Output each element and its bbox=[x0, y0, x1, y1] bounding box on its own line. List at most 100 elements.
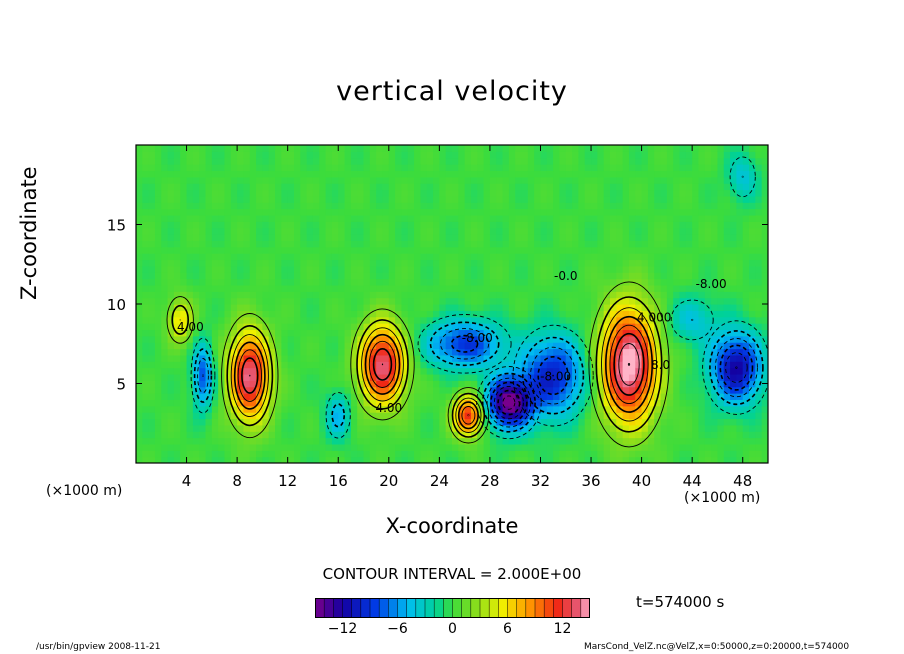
heat-cell bbox=[268, 316, 276, 324]
heat-cell bbox=[704, 176, 712, 184]
heat-cell bbox=[142, 450, 150, 458]
heat-cell bbox=[565, 380, 573, 388]
heat-cell bbox=[167, 176, 175, 184]
heat-cell bbox=[281, 145, 289, 152]
heat-cell bbox=[439, 145, 447, 152]
heat-cell bbox=[319, 399, 327, 407]
heat-cell bbox=[489, 361, 497, 369]
heat-cell bbox=[641, 367, 649, 375]
heat-cell bbox=[711, 386, 719, 394]
heat-cell bbox=[534, 157, 542, 165]
heat-cell bbox=[445, 202, 453, 210]
heat-cell bbox=[420, 170, 428, 178]
heat-cell bbox=[508, 170, 516, 178]
heat-cell bbox=[136, 335, 143, 343]
heat-cell bbox=[685, 335, 693, 343]
heat-cell bbox=[717, 335, 725, 343]
heat-cell bbox=[603, 240, 611, 248]
heat-cell bbox=[452, 373, 459, 381]
heat-cell bbox=[294, 284, 301, 292]
heat-cell bbox=[578, 221, 586, 229]
heat-cell bbox=[698, 335, 706, 343]
heat-cell bbox=[572, 424, 579, 432]
heat-cell bbox=[477, 157, 485, 165]
heat-cell bbox=[268, 412, 276, 420]
heat-cell bbox=[692, 329, 700, 337]
heat-cell bbox=[237, 437, 245, 445]
heat-cell bbox=[211, 393, 219, 400]
heat-cell bbox=[262, 170, 270, 178]
heat-cell bbox=[180, 450, 188, 458]
heat-cell bbox=[237, 393, 245, 400]
heat-cell bbox=[186, 164, 194, 172]
heat-cell bbox=[730, 202, 737, 210]
heat-cell bbox=[749, 304, 756, 311]
heat-cell bbox=[452, 234, 459, 241]
heat-cell bbox=[489, 240, 497, 248]
heat-cell bbox=[331, 265, 339, 273]
heat-cell bbox=[388, 348, 396, 356]
heat-cell bbox=[698, 386, 706, 394]
heat-cell bbox=[553, 227, 561, 235]
heat-cell bbox=[761, 386, 768, 394]
heat-cell bbox=[167, 431, 175, 439]
heat-cell bbox=[148, 170, 156, 178]
heat-cell bbox=[433, 323, 440, 331]
heat-cell bbox=[565, 418, 573, 426]
heat-cell bbox=[749, 272, 756, 280]
heat-cell bbox=[357, 361, 365, 369]
heat-cell bbox=[294, 450, 301, 458]
heat-cell bbox=[508, 310, 516, 318]
heat-cell bbox=[211, 259, 219, 267]
heat-cell bbox=[167, 278, 175, 286]
heat-cell bbox=[749, 214, 756, 222]
heat-cell bbox=[597, 329, 605, 337]
heat-cell bbox=[369, 265, 377, 273]
heat-cell bbox=[426, 284, 434, 292]
heat-cell bbox=[527, 151, 535, 159]
heat-cell bbox=[591, 195, 598, 203]
heat-cell bbox=[407, 367, 415, 375]
heat-cell bbox=[647, 170, 655, 178]
heat-cell bbox=[180, 348, 188, 356]
heat-cell bbox=[439, 361, 447, 369]
heat-cell bbox=[622, 265, 630, 273]
heat-cell bbox=[483, 297, 491, 305]
heat-cell bbox=[464, 278, 472, 286]
heat-cell bbox=[698, 176, 706, 184]
heat-cell bbox=[256, 431, 263, 439]
heat-cell bbox=[357, 151, 365, 159]
heat-cell bbox=[319, 323, 327, 331]
heat-cell bbox=[262, 284, 270, 292]
heat-cell bbox=[395, 259, 403, 267]
heat-cell bbox=[395, 157, 403, 165]
heat-cell bbox=[749, 361, 756, 369]
heat-cell bbox=[470, 418, 478, 426]
heat-cell bbox=[647, 253, 655, 261]
heat-cell bbox=[376, 151, 384, 159]
heat-cell bbox=[698, 399, 706, 407]
heat-cell bbox=[142, 259, 150, 267]
heat-cell bbox=[521, 348, 529, 356]
heat-cell bbox=[401, 291, 409, 299]
heat-cell bbox=[641, 297, 649, 305]
heat-cell bbox=[205, 157, 213, 165]
heat-cell bbox=[654, 316, 662, 324]
heat-cell bbox=[489, 189, 497, 197]
heat-cell bbox=[647, 342, 655, 350]
heat-cell bbox=[388, 443, 396, 451]
heat-cell bbox=[407, 284, 415, 292]
heat-cell bbox=[268, 405, 276, 413]
heat-cell bbox=[161, 291, 169, 299]
heat-cell bbox=[742, 450, 750, 458]
heat-cell bbox=[622, 335, 630, 343]
heat-cell bbox=[262, 265, 270, 273]
heat-cell bbox=[180, 380, 188, 388]
heat-cell bbox=[508, 393, 516, 400]
heat-cell bbox=[704, 297, 712, 305]
heat-cell bbox=[717, 240, 725, 248]
heat-cell bbox=[610, 265, 617, 273]
heat-cell bbox=[635, 214, 643, 222]
heat-cell bbox=[173, 151, 181, 159]
heat-cell bbox=[565, 227, 573, 235]
